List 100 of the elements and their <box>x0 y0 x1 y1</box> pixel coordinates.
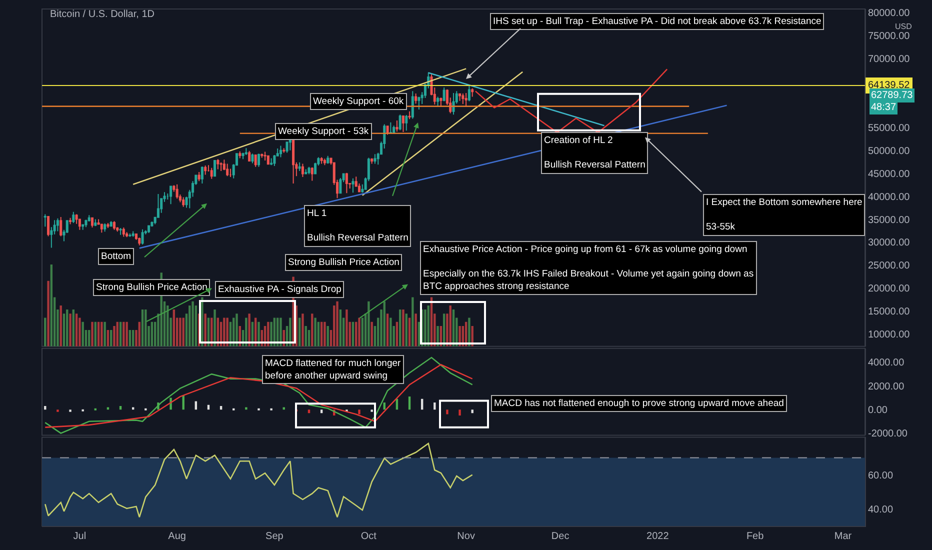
bar <box>166 305 169 346</box>
y-tick-label: 0.00 <box>868 405 888 416</box>
bar <box>122 322 125 346</box>
y-tick-label: 70000.00 <box>868 54 910 66</box>
bar <box>339 310 342 346</box>
bar <box>144 310 147 346</box>
text: 62789.73 <box>871 90 914 101</box>
bar <box>446 410 448 414</box>
candlestick <box>270 158 273 166</box>
candlestick <box>462 92 464 105</box>
y-tick-label: 55000.00 <box>868 122 910 134</box>
bar <box>248 314 250 346</box>
candlestick <box>244 148 248 156</box>
bar <box>226 318 228 346</box>
bar <box>220 406 222 410</box>
text: 48:37 <box>871 102 896 113</box>
bar <box>311 314 314 346</box>
candlestick <box>370 158 374 164</box>
bar <box>214 310 216 346</box>
bar <box>106 407 110 410</box>
y-tick-label: 40000.00 <box>868 192 910 203</box>
bar <box>44 406 46 410</box>
y-tick-label: 15000.00 <box>868 306 910 318</box>
candlestick <box>411 90 414 120</box>
candlestick <box>126 232 128 238</box>
bar <box>333 305 336 346</box>
candlestick <box>220 162 222 172</box>
y-tick-label: 80000.00 <box>868 8 910 20</box>
candlestick <box>254 154 257 168</box>
bar <box>192 301 194 346</box>
candlestick <box>389 122 392 134</box>
candlestick <box>352 178 354 194</box>
candlestick <box>440 97 442 107</box>
annotation: MACD has not flattened enough to prove strong upward move ahead <box>494 398 784 409</box>
candlestick <box>386 126 389 136</box>
candlestick <box>72 211 75 224</box>
annotation: Strong Bullish Price Action <box>288 257 400 268</box>
candlestick <box>104 222 106 232</box>
ref-line-label: 64139.52 <box>868 80 910 91</box>
bar <box>336 301 338 346</box>
text: Creation of HL 2 Bullish Reversal Pattern <box>544 135 646 171</box>
bar <box>245 318 248 346</box>
candlestick <box>471 88 474 98</box>
candlestick <box>242 152 244 160</box>
candlestick <box>94 218 97 227</box>
y-tick-label: 50000.00 <box>868 146 910 157</box>
candlestick <box>468 84 470 102</box>
x-tick-label: Sep <box>266 531 284 542</box>
bar <box>408 396 411 410</box>
y-tick-label: 60.00 <box>868 470 894 482</box>
bar <box>402 310 404 346</box>
candlestick <box>392 125 396 134</box>
y-tick-label: 35000.00 <box>868 214 910 226</box>
candlestick <box>301 163 304 178</box>
bar <box>141 310 144 346</box>
line-series <box>44 442 473 518</box>
bar <box>405 314 408 346</box>
bar <box>223 318 226 346</box>
bar <box>236 314 238 346</box>
x-tick-label: Oct <box>360 531 377 542</box>
y-tick-label: 20000.00 <box>868 284 910 295</box>
y-tick-label: 4000.00 <box>868 358 905 369</box>
candlestick <box>298 162 301 172</box>
candlestick <box>176 184 178 200</box>
candlestick <box>418 96 420 110</box>
x-tick-label: Nov <box>457 531 475 542</box>
bar <box>320 410 323 414</box>
candlestick <box>138 237 141 246</box>
candlestick <box>44 214 46 228</box>
candlestick <box>326 155 330 164</box>
candlestick <box>279 145 282 158</box>
candlestick <box>82 224 84 230</box>
candlestick <box>128 233 132 238</box>
candlestick <box>110 220 112 228</box>
line-series <box>474 68 668 134</box>
bar <box>471 410 474 414</box>
bar <box>172 310 176 346</box>
x-tick-label: Dec <box>551 531 570 542</box>
bar <box>324 322 326 346</box>
y-tick-label: 25000.00 <box>868 260 910 272</box>
bar <box>179 318 182 346</box>
bar <box>75 314 78 346</box>
candlestick <box>69 217 72 225</box>
candlestick <box>282 148 286 154</box>
candlestick <box>112 220 116 230</box>
annotation: Strong Bullish Price Action <box>96 282 208 293</box>
bar <box>368 301 370 346</box>
bar <box>386 314 389 346</box>
bar <box>346 310 348 346</box>
candlestick <box>60 216 62 237</box>
candlestick <box>442 87 446 102</box>
candlestick <box>286 141 288 154</box>
bar <box>412 297 414 346</box>
y-tick-label: 45000.00 <box>868 168 910 180</box>
candlestick <box>374 154 376 164</box>
candlestick <box>292 138 295 184</box>
text: Exhaustive Price Action - Price going up from 61 - 67k as volume going down Especially on the 63.7k IHS Failed Breakout - Volume yet again going down as BTC approaches strong resistance <box>423 244 754 292</box>
bar <box>282 407 285 410</box>
candlestick <box>405 114 408 132</box>
annotation: IHS set up - Bull Trap - Exhaustive PA - Did not break above 63.7k Resistance <box>493 16 822 27</box>
